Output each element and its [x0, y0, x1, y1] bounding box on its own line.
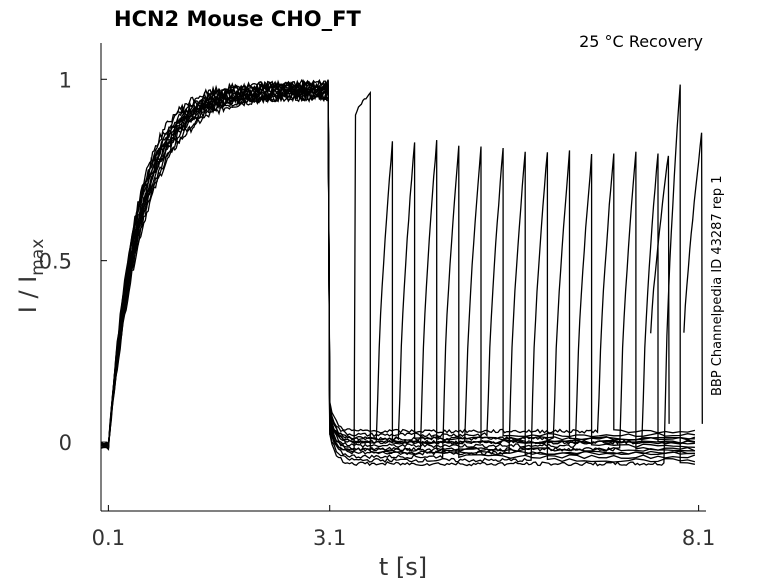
current-trace	[100, 86, 695, 447]
current-trace-tail	[683, 132, 703, 424]
current-trace	[100, 87, 695, 449]
current-trace	[100, 80, 695, 452]
current-trace	[100, 88, 696, 452]
current-trace	[100, 90, 695, 456]
channelpedia-id-note: BBP Channelpedia ID 43287 rep 1	[710, 175, 725, 396]
x-tick-label: 8.1	[682, 526, 715, 550]
current-trace	[100, 83, 695, 449]
current-trace	[100, 84, 696, 463]
y-tick-label: 0	[59, 431, 72, 455]
current-trace	[100, 80, 696, 451]
x-tick-label: 3.1	[313, 526, 346, 550]
svg-text:I / Imax: I / Imax	[14, 239, 48, 314]
plot-area: 0.1 3.1 8.1 0 0.5 1	[39, 43, 715, 550]
current-trace	[100, 91, 696, 449]
y-axis-label: I / Imax	[14, 239, 48, 314]
current-trace	[100, 82, 695, 449]
condition-label: 25 °C Recovery	[579, 32, 703, 51]
current-trace	[100, 85, 695, 456]
current-trace	[100, 91, 696, 449]
x-tick-label: 0.1	[92, 526, 125, 550]
y-axis-label-subscript: max	[28, 239, 48, 276]
y-tick-label: 0.5	[39, 250, 72, 274]
current-trace	[100, 78, 695, 446]
current-traces	[100, 78, 703, 467]
x-axis-label: t [s]	[379, 553, 427, 581]
current-trace	[100, 78, 696, 467]
y-tick-label: 1	[59, 68, 72, 92]
current-trace	[100, 88, 696, 460]
y-axis-label-main: I / I	[14, 276, 42, 314]
chart-title: HCN2 Mouse CHO_FT	[114, 7, 361, 31]
current-trace-tail	[650, 155, 670, 424]
